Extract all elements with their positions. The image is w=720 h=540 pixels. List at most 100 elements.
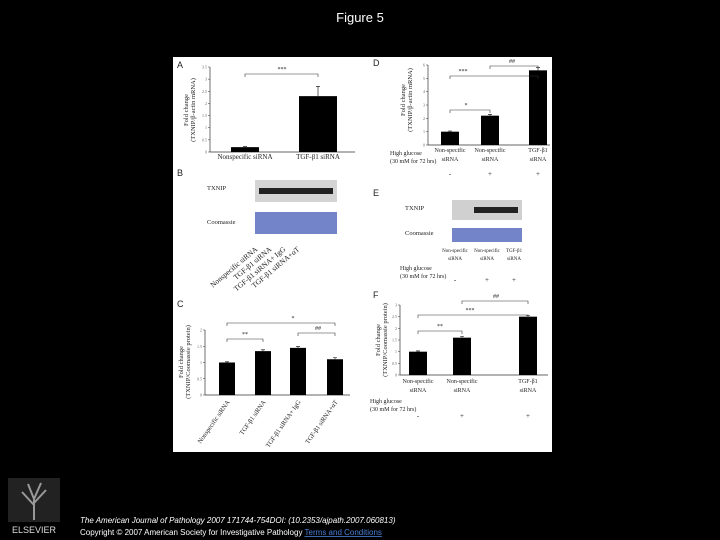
y-axis-label: (TXNIP/β-actin mRNA) bbox=[190, 78, 197, 142]
x-tick-label: siRNA bbox=[482, 157, 499, 163]
bar bbox=[231, 147, 259, 152]
treatment-value: - bbox=[417, 412, 420, 420]
treatment-label: (30 mM for 72 hrs) bbox=[400, 273, 446, 280]
blot-image bbox=[452, 228, 522, 242]
x-tick-label: TGF-β1 bbox=[528, 148, 547, 154]
significance-bracket bbox=[417, 314, 529, 318]
x-tick-label: Non-specific bbox=[403, 378, 434, 385]
y-axis-label: Fold change bbox=[178, 346, 185, 378]
error-bar bbox=[225, 361, 229, 363]
panel-letter: B bbox=[177, 168, 183, 178]
significance-label: ** bbox=[437, 324, 443, 330]
y-axis-label: (TXNIP/β-actin mRNA) bbox=[407, 68, 414, 132]
lane-label: siRNA bbox=[507, 257, 521, 262]
y-tick-label: 0.5 bbox=[392, 361, 397, 366]
significance-bracket bbox=[226, 322, 336, 326]
y-tick-label: 2.5 bbox=[392, 314, 397, 319]
x-tick-label: TGF-β1 bbox=[518, 379, 537, 385]
elsevier-logo: ELSEVIER bbox=[8, 478, 60, 535]
lane-label: Non-specific bbox=[442, 249, 469, 254]
y-tick-label: 2 bbox=[205, 101, 207, 106]
treatment-label: (30 mM for 72 hrs) bbox=[390, 158, 436, 165]
y-axis-label: Fold change bbox=[183, 94, 190, 126]
bar bbox=[299, 96, 337, 152]
bar bbox=[327, 359, 343, 395]
error-bar bbox=[460, 336, 464, 338]
blot-band bbox=[474, 207, 518, 213]
y-axis-label: Fold change bbox=[400, 84, 407, 116]
bar bbox=[519, 316, 537, 375]
y-tick-label: 2 bbox=[423, 116, 425, 121]
blot-row-label: Coomassie bbox=[405, 230, 434, 237]
y-tick-label: 2 bbox=[395, 326, 397, 331]
logo-text: ELSEVIER bbox=[12, 525, 57, 535]
panel-letter: A bbox=[177, 60, 183, 70]
logo-branches bbox=[21, 482, 47, 520]
y-tick-label: 1 bbox=[423, 129, 425, 134]
significance-label: *** bbox=[278, 67, 287, 73]
y-tick-label: 3 bbox=[423, 103, 425, 108]
y-axis-label: (TXNIP/Coomassie protein) bbox=[185, 325, 192, 399]
y-tick-label: 1 bbox=[395, 349, 397, 354]
blot-row-label: TXNIP bbox=[405, 205, 425, 212]
significance-bracket bbox=[244, 73, 319, 77]
error-bar bbox=[416, 350, 420, 352]
y-axis-label: Fold change bbox=[375, 324, 382, 356]
error-bar bbox=[333, 357, 337, 360]
slide-title: Figure 5 bbox=[336, 10, 384, 25]
error-bar bbox=[488, 114, 492, 116]
bar bbox=[441, 131, 459, 145]
significance-label: ## bbox=[315, 326, 321, 332]
significance-label: ## bbox=[493, 294, 499, 300]
treatment-label: High glucose bbox=[390, 151, 422, 157]
lane-label: TGF-β1 bbox=[506, 249, 523, 254]
treatment-value: + bbox=[536, 170, 540, 178]
lane-label: Non-specific bbox=[474, 249, 501, 254]
x-tick-label: TGF-β1 siRNA bbox=[296, 153, 340, 161]
x-tick-label: siRNA bbox=[442, 157, 459, 163]
y-tick-label: 3.5 bbox=[202, 65, 207, 70]
x-tick-label: siRNA bbox=[410, 388, 427, 394]
significance-bracket bbox=[449, 109, 491, 113]
significance-label: * bbox=[292, 316, 295, 322]
significance-label: *** bbox=[466, 308, 475, 314]
y-tick-label: 0 bbox=[423, 143, 425, 148]
treatment-value: + bbox=[512, 276, 516, 284]
treatment-value: + bbox=[526, 412, 530, 420]
x-tick-label: Non-specific bbox=[435, 147, 466, 154]
bar bbox=[409, 351, 427, 375]
x-tick-label: Non-specific bbox=[475, 147, 506, 154]
x-tick-label: siRNA bbox=[520, 388, 537, 394]
error-bar bbox=[261, 349, 265, 352]
x-tick-label: siRNA bbox=[454, 388, 471, 394]
y-tick-label: 0.5 bbox=[202, 137, 207, 142]
significance-label: ## bbox=[509, 59, 515, 65]
y-tick-label: 1.5 bbox=[202, 113, 207, 118]
y-tick-label: 3 bbox=[395, 303, 397, 308]
panel-letter: D bbox=[373, 58, 380, 68]
y-tick-label: 2 bbox=[200, 328, 202, 333]
blot-image bbox=[255, 212, 337, 234]
x-tick-label: Nonspecific siRNA bbox=[217, 153, 272, 161]
significance-label: * bbox=[465, 103, 468, 109]
significance-bracket bbox=[297, 332, 336, 336]
y-tick-label: 0 bbox=[395, 373, 397, 378]
significance-bracket bbox=[489, 65, 539, 69]
y-tick-label: 0 bbox=[205, 150, 207, 155]
terms-link[interactable]: Terms and Conditions bbox=[305, 528, 382, 537]
significance-bracket bbox=[449, 75, 539, 79]
y-axis-label: (TXNIP/Coomassie protein) bbox=[382, 303, 389, 377]
y-tick-label: 3 bbox=[205, 77, 207, 82]
panel-letter: E bbox=[373, 188, 379, 198]
y-tick-label: 0.5 bbox=[197, 376, 202, 381]
blot-row-label: TXNIP bbox=[207, 185, 227, 192]
copyright: Copyright © 2007 American Society for In… bbox=[80, 528, 382, 537]
bar bbox=[255, 351, 271, 395]
lane-label: siRNA bbox=[448, 257, 462, 262]
bar bbox=[219, 362, 235, 395]
y-tick-label: 5 bbox=[423, 76, 425, 81]
treatment-value: + bbox=[460, 412, 464, 420]
error-bar bbox=[448, 130, 452, 132]
